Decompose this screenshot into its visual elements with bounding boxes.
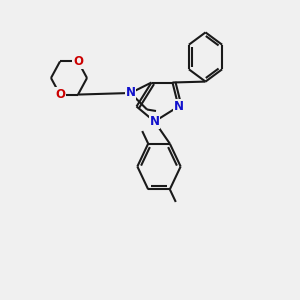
Text: N: N xyxy=(125,86,136,100)
Text: N: N xyxy=(173,100,184,113)
Text: O: O xyxy=(55,88,65,101)
Text: O: O xyxy=(73,55,83,68)
Text: N: N xyxy=(149,115,160,128)
